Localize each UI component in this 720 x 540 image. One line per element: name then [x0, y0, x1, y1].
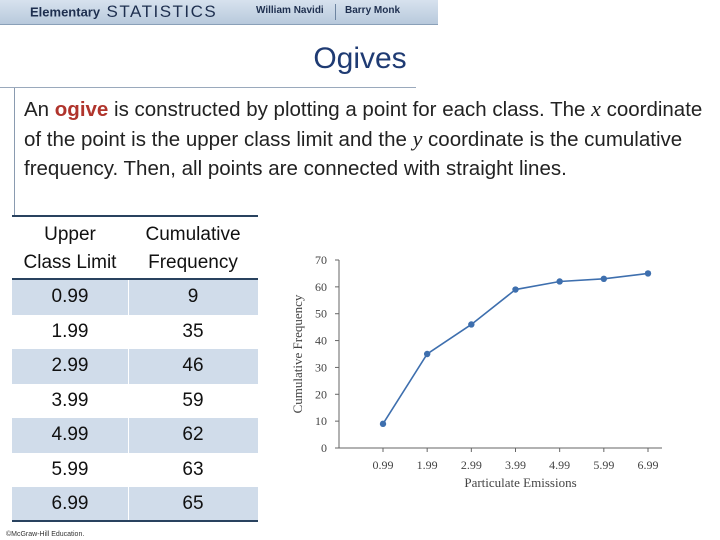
table-row: 0.99 9: [12, 280, 258, 315]
ogive-line: [382, 272, 649, 425]
y-tick-label: 70: [315, 253, 327, 267]
book-banner: Elementary STATISTICS William Navidi Bar…: [0, 0, 438, 25]
cumulative-frequency-cell: 46: [182, 355, 204, 376]
table-row: 6.99 65: [12, 487, 258, 522]
table-row: 1.99 35: [12, 315, 258, 350]
column-divider: [128, 280, 129, 315]
book-title: Elementary STATISTICS: [30, 2, 217, 22]
header-line: Frequency: [148, 252, 238, 273]
table-bottom-rule: [12, 520, 258, 522]
x-tick-label: 3.99: [505, 458, 526, 472]
book-title-main: STATISTICS: [106, 2, 218, 21]
y-tick-label: 50: [315, 307, 327, 321]
table-header-cumulative-frequency: Cumulative Frequency: [128, 221, 258, 277]
para-text-4: coordinate is the cumulative frequency. …: [24, 128, 683, 180]
y-axis-title: Cumulative Frequency: [290, 294, 305, 413]
x-axis-title: Particulate Emissions: [464, 475, 576, 490]
table-top-rule: [12, 215, 258, 217]
text-panel-border: [14, 88, 715, 216]
table-header-upper-class-limit: Upper Class Limit: [12, 221, 128, 277]
para-text-1: An: [24, 98, 55, 121]
x-tick-label: 1.99: [417, 458, 438, 472]
table-row: 3.99 59: [12, 384, 258, 419]
upper-class-limit-cell: 5.99: [51, 458, 89, 480]
y-tick-label: 0: [321, 441, 327, 455]
y-tick-label: 60: [315, 280, 327, 294]
column-divider: [128, 418, 129, 453]
data-point: [468, 321, 475, 328]
header-line: Cumulative: [145, 224, 241, 245]
x-tick-label: 0.99: [373, 458, 394, 472]
data-point: [600, 275, 608, 282]
x-tick-label: 6.99: [638, 458, 659, 472]
y-tick-label: 20: [315, 387, 327, 401]
book-title-prefix: Elementary: [30, 4, 101, 20]
data-point: [379, 420, 387, 428]
table-row: 2.99 46: [12, 349, 258, 384]
y-tick-label: 30: [315, 360, 327, 374]
y-tick-label: 40: [315, 334, 327, 348]
author-2: Barry Monk: [345, 5, 401, 16]
upper-class-limit-cell: 1.99: [51, 320, 89, 342]
para-text-2: is constructed by plotting a point for e…: [108, 98, 592, 121]
data-point: [644, 270, 652, 277]
cumulative-frequency-cell: 9: [187, 286, 199, 307]
data-point: [512, 286, 519, 293]
cumulative-frequency-cell: 65: [182, 493, 204, 514]
header-line: Upper: [44, 224, 96, 245]
keyword-ogive: ogive: [54, 98, 109, 121]
slide-title: Ogives: [313, 42, 407, 75]
table-row: 4.99 62: [12, 418, 258, 453]
author-separator: [335, 4, 336, 20]
cumulative-frequency-cell: 62: [182, 424, 204, 445]
cumulative-frequency-cell: 63: [182, 458, 204, 480]
header-line: Class Limit: [23, 252, 117, 273]
table-header-rule: [12, 278, 258, 280]
upper-class-limit-cell: 2.99: [51, 355, 89, 376]
definition-paragraph: An ogive is constructed by plotting a po…: [24, 94, 709, 183]
upper-class-limit-cell: 4.99: [51, 424, 89, 445]
x-tick-label: 2.99: [461, 458, 482, 472]
author-1: William Navidi: [256, 5, 324, 16]
cumulative-frequency-cell: 35: [182, 320, 204, 342]
x-tick-label: 4.99: [549, 458, 570, 472]
upper-class-limit-cell: 6.99: [51, 493, 89, 514]
ogive-chart: 0 10 20 30 40 50 60 70 0.99 1.99 2.99 3.99 4.99 5.99 6…: [290, 253, 662, 490]
variable-y: y: [412, 126, 423, 151]
x-tick-label: 5.99: [593, 458, 614, 472]
upper-class-limit-cell: 3.99: [51, 389, 89, 411]
variable-x: x: [591, 96, 601, 121]
data-point: [423, 350, 431, 358]
title-rule: [0, 87, 416, 88]
upper-class-limit-cell: 0.99: [51, 286, 89, 307]
column-divider: [128, 349, 129, 384]
column-divider: [128, 487, 129, 522]
data-point: [556, 278, 563, 285]
table-row: 5.99 63: [12, 453, 258, 488]
copyright-notice: ©McGraw-Hill Education.: [6, 531, 85, 538]
para-text-3: coordinate of the point is the upper cla…: [24, 98, 703, 151]
cumulative-frequency-cell: 59: [182, 389, 204, 411]
y-tick-label: 10: [315, 414, 327, 428]
